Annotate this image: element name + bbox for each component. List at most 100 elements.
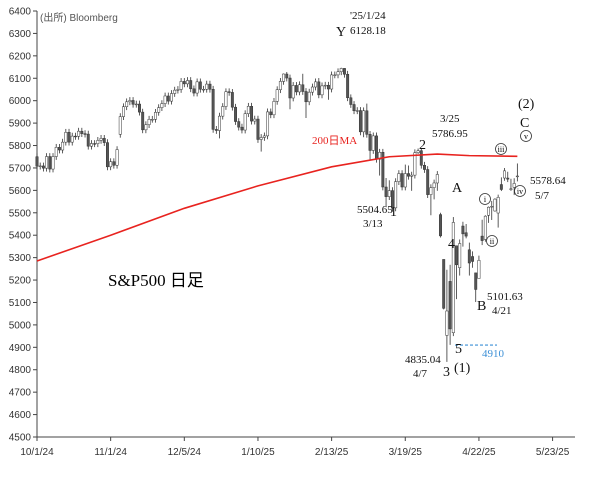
annotation: (2) [518,97,535,112]
candle-body [96,140,100,144]
candle-body [131,100,135,105]
candle-body [471,256,474,262]
candle-body [426,169,430,195]
candle-body [451,222,455,333]
y-tick-label: 4900 [9,343,32,354]
candle-body [320,85,324,96]
annotation: A [452,181,463,196]
candle-body [458,243,462,268]
y-tick-label: 4600 [9,410,32,421]
candle-body [442,259,446,309]
wave-marker [486,235,498,247]
candle-body [150,119,154,121]
annotation: 5578.64 [530,175,566,187]
candle-body [349,97,353,105]
candle-body [198,81,202,90]
candle-body [342,68,346,75]
y-tick-label: 6400 [9,7,32,18]
candle-body [272,101,276,116]
candle-body [224,91,228,107]
candle-body [490,206,494,208]
candle-body [477,260,481,279]
annotation: 4/7 [413,368,428,380]
candle-body [89,143,93,147]
candle-body [138,103,141,113]
candle-body [118,116,122,135]
annotation: Y [336,25,346,40]
candle-body [381,152,385,188]
candle-body [275,89,279,102]
candle-body [208,83,212,90]
y-tick-label: 5500 [9,208,32,219]
candle-body [237,121,241,128]
candle-body [352,104,356,112]
candle-body [368,134,372,151]
candle-body [73,135,77,138]
y-tick-label: 4700 [9,388,32,399]
y-tick-label: 5900 [9,119,32,130]
candle-body [51,156,55,170]
candle-body [122,106,125,117]
candle-body [403,173,407,188]
candle-body [323,84,327,87]
candle-body [192,88,196,94]
candle-body [166,95,170,102]
candle-body [326,84,330,90]
candle-body [314,81,318,88]
candle-body [339,68,343,73]
wave-marker-label: ii [490,237,495,246]
candle-body [35,156,39,167]
candle-body [439,214,442,237]
candle-body [240,126,244,131]
chart-title: S&P500 日足 [108,271,204,290]
candle-body [214,129,218,131]
candle-body [432,182,436,188]
candle-body [227,91,231,93]
candle-body [41,165,45,169]
candle-body [493,198,497,212]
candle-body [77,130,81,137]
candle-body [144,124,148,131]
y-tick-label: 6300 [9,29,32,40]
x-tick-label: 11/1/24 [94,447,127,458]
candle-body [182,81,186,85]
wave-marker-label: i [484,195,487,204]
candle-body [54,147,58,157]
candle-body [304,91,308,103]
x-tick-label: 4/22/25 [462,447,496,458]
candle-body [413,152,417,176]
candle-body [48,156,52,170]
candle-body [269,111,273,116]
candle-body [262,135,266,138]
candle-body [365,110,369,135]
candle-body [202,88,205,91]
candle-body [487,206,490,216]
moving-average-line [36,153,518,262]
candle-body [38,165,42,167]
y-tick-label: 5100 [9,298,32,309]
candle-body [474,272,478,290]
candle-body [384,186,388,197]
y-tick-label: 5400 [9,231,32,242]
candle-body [246,106,250,114]
candle-body [170,93,173,102]
candle-body [336,71,340,76]
candle-body [294,85,298,93]
candle-body [157,107,161,113]
candle-body [253,118,257,122]
y-tick-label: 6100 [9,74,32,85]
annotation: 3/25 [440,113,460,125]
x-tick-label: 2/13/25 [315,447,349,458]
wave-marker [479,193,491,205]
candle-body [45,156,49,169]
candle-body [80,130,84,134]
x-tick-label: 12/5/24 [168,447,202,458]
candle-body [307,91,311,103]
candle-body [467,249,471,264]
candle-body [429,187,433,195]
candle-body [435,174,439,184]
candle-body [102,138,106,143]
candle-body [455,245,458,266]
candle-body [176,89,180,91]
candle-body [387,190,391,197]
